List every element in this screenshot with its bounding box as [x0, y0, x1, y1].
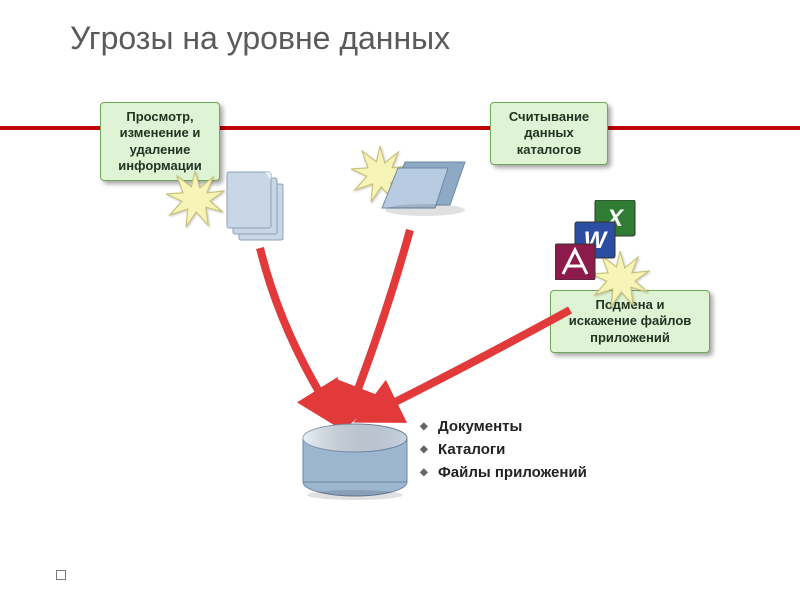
- target-item: Документы: [420, 418, 587, 435]
- slide-footer-marker: [56, 570, 66, 580]
- access-icon: [555, 244, 595, 280]
- document-stack-icon: [225, 170, 295, 250]
- target-item: Каталоги: [420, 441, 587, 458]
- threat-label: Считываниеданныхкаталогов: [509, 109, 589, 157]
- target-list: Документы Каталоги Файлы приложений: [420, 418, 587, 487]
- threat-box-read-catalogs: Считываниеданныхкаталогов: [490, 102, 608, 165]
- slide-title: Угрозы на уровне данных: [70, 20, 450, 57]
- binder-icon: [380, 150, 470, 220]
- starburst-icon: [165, 170, 225, 230]
- database-cylinder-icon: [300, 420, 410, 500]
- target-item: Файлы приложений: [420, 464, 587, 481]
- threat-label: Просмотр,изменение иудалениеинформации: [118, 109, 201, 173]
- office-app-icons: X W: [555, 200, 645, 280]
